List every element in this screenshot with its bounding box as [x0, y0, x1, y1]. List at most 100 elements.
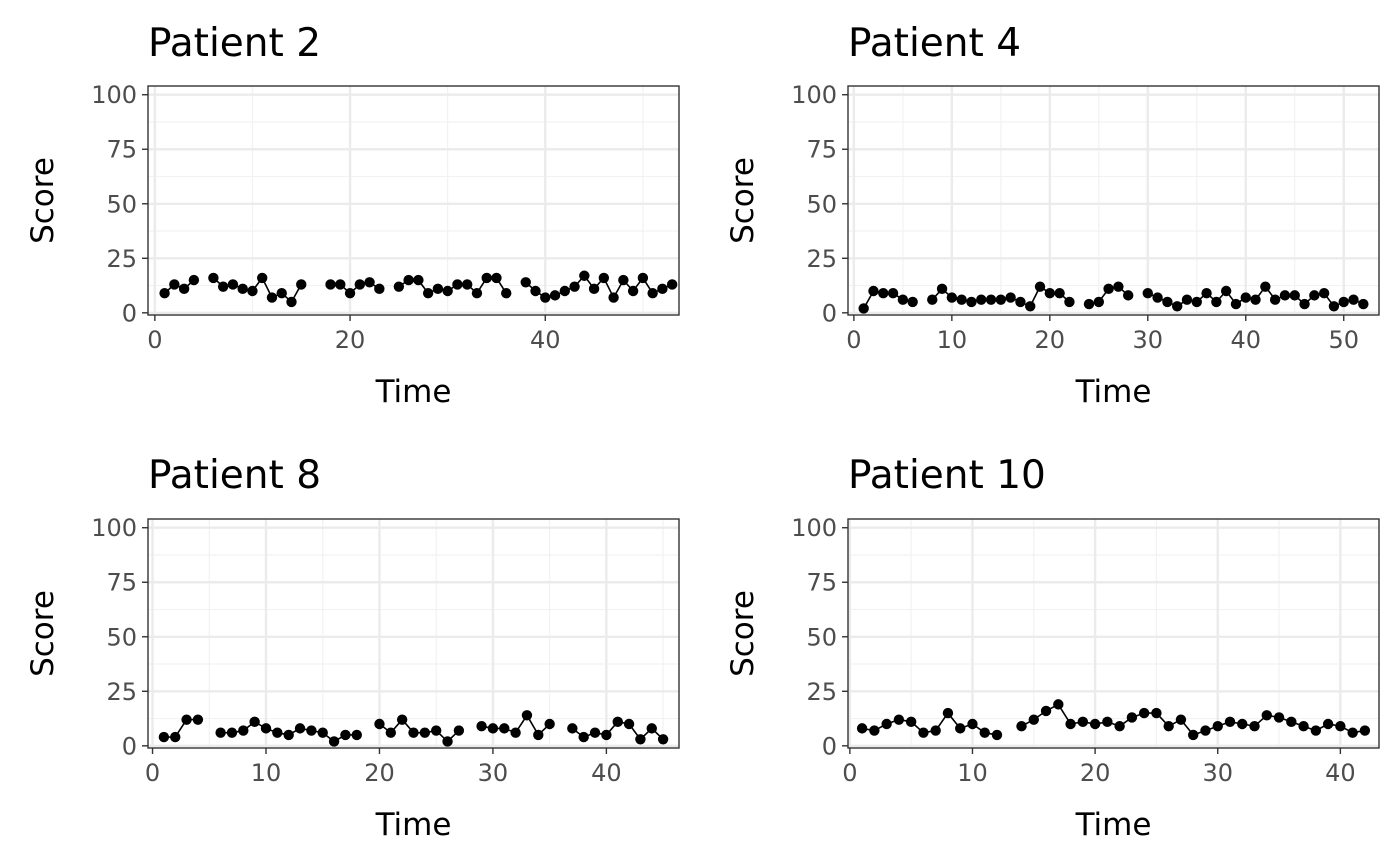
data-point — [471, 287, 483, 299]
data-point — [1200, 725, 1211, 736]
data-point — [1348, 294, 1359, 305]
data-point — [1122, 290, 1134, 301]
data-point — [1093, 296, 1105, 308]
data-point — [1224, 716, 1236, 728]
panel-border — [147, 518, 680, 749]
data-point — [226, 727, 238, 738]
data-point — [260, 723, 272, 734]
data-point — [1237, 718, 1248, 730]
panel-2: 0 10 20 30 40 50 0 25 50 75 100 Time Score Patient 4 — [725, 21, 1380, 410]
data-point — [666, 279, 678, 290]
data-point — [927, 294, 938, 305]
data-point — [887, 287, 899, 299]
data-point — [579, 270, 590, 281]
data-point — [530, 285, 541, 297]
data-point — [1286, 716, 1297, 728]
data-point — [1273, 712, 1285, 723]
data-point — [266, 292, 278, 303]
panel-title: Patient 4 — [848, 21, 1021, 66]
data-point — [589, 727, 601, 738]
x-tick-label: 0 — [846, 326, 861, 354]
data-point — [540, 292, 551, 303]
data-point — [1053, 699, 1064, 710]
data-point — [893, 714, 905, 725]
data-point — [283, 729, 294, 741]
data-point — [385, 727, 397, 738]
x-tick-label: 0 — [842, 759, 857, 787]
x-axis-title: Time — [1075, 807, 1152, 843]
data-point — [907, 296, 918, 308]
data-point — [1338, 296, 1349, 308]
data-point — [306, 725, 317, 736]
x-tick-label: 40 — [530, 326, 561, 354]
panel-border — [147, 85, 680, 316]
data-point — [170, 731, 181, 743]
data-point — [364, 277, 375, 288]
data-point — [1201, 287, 1212, 299]
data-point — [317, 727, 328, 738]
data-point — [1138, 707, 1150, 719]
data-point — [487, 723, 499, 734]
data-point — [158, 731, 170, 743]
y-axis-title: Score — [25, 157, 61, 244]
data-point — [578, 731, 589, 743]
data-point — [856, 723, 868, 734]
data-point — [1083, 298, 1095, 310]
data-point — [1163, 720, 1174, 732]
data-point — [169, 279, 180, 290]
data-point — [422, 287, 434, 299]
data-point — [1322, 718, 1334, 730]
y-tick-label: 75 — [106, 136, 137, 164]
data-point — [344, 287, 356, 299]
data-point — [1102, 716, 1113, 728]
series-line — [164, 279, 195, 294]
data-point — [217, 281, 229, 292]
data-point — [1064, 296, 1075, 308]
data-point — [637, 272, 649, 284]
data-point — [985, 294, 997, 305]
panel-4: 0 10 20 30 40 0 25 50 75 100 Time Score Patient 10 — [725, 453, 1380, 843]
data-point — [1126, 712, 1138, 723]
data-point — [208, 272, 219, 284]
data-point — [1040, 705, 1052, 717]
data-point — [569, 281, 580, 292]
data-point — [325, 279, 336, 290]
data-point — [1142, 287, 1153, 299]
data-point — [869, 725, 880, 736]
data-point — [1240, 292, 1251, 303]
data-point — [419, 727, 431, 738]
data-point — [976, 294, 987, 305]
data-point — [374, 718, 385, 730]
data-point — [878, 287, 889, 299]
x-axis-title: Time — [1075, 374, 1152, 410]
data-point — [159, 287, 170, 299]
data-point — [979, 727, 990, 738]
data-point — [549, 290, 561, 301]
data-point — [374, 283, 385, 295]
x-tick-label: 10 — [937, 326, 968, 354]
data-point — [1279, 290, 1291, 301]
series-line — [163, 718, 198, 738]
y-tick-label: 100 — [791, 81, 837, 109]
data-point — [1034, 281, 1046, 292]
data-point — [296, 279, 307, 290]
data-point — [452, 279, 463, 290]
y-tick-label: 75 — [806, 136, 837, 164]
data-point — [608, 292, 619, 303]
y-tick-label: 25 — [106, 245, 137, 273]
data-point — [328, 736, 340, 747]
data-point — [1113, 281, 1124, 292]
data-point — [956, 294, 967, 305]
x-tick-label: 0 — [145, 759, 160, 787]
data-point — [967, 718, 978, 730]
data-point — [335, 279, 346, 290]
data-point — [249, 716, 260, 728]
data-point — [247, 285, 258, 297]
data-point — [272, 727, 283, 738]
x-tick-label: 30 — [478, 759, 509, 787]
data-point — [1318, 287, 1330, 299]
data-point — [598, 272, 610, 284]
data-point — [1181, 294, 1193, 305]
data-point — [1289, 290, 1300, 301]
y-tick-label: 0 — [822, 299, 837, 327]
